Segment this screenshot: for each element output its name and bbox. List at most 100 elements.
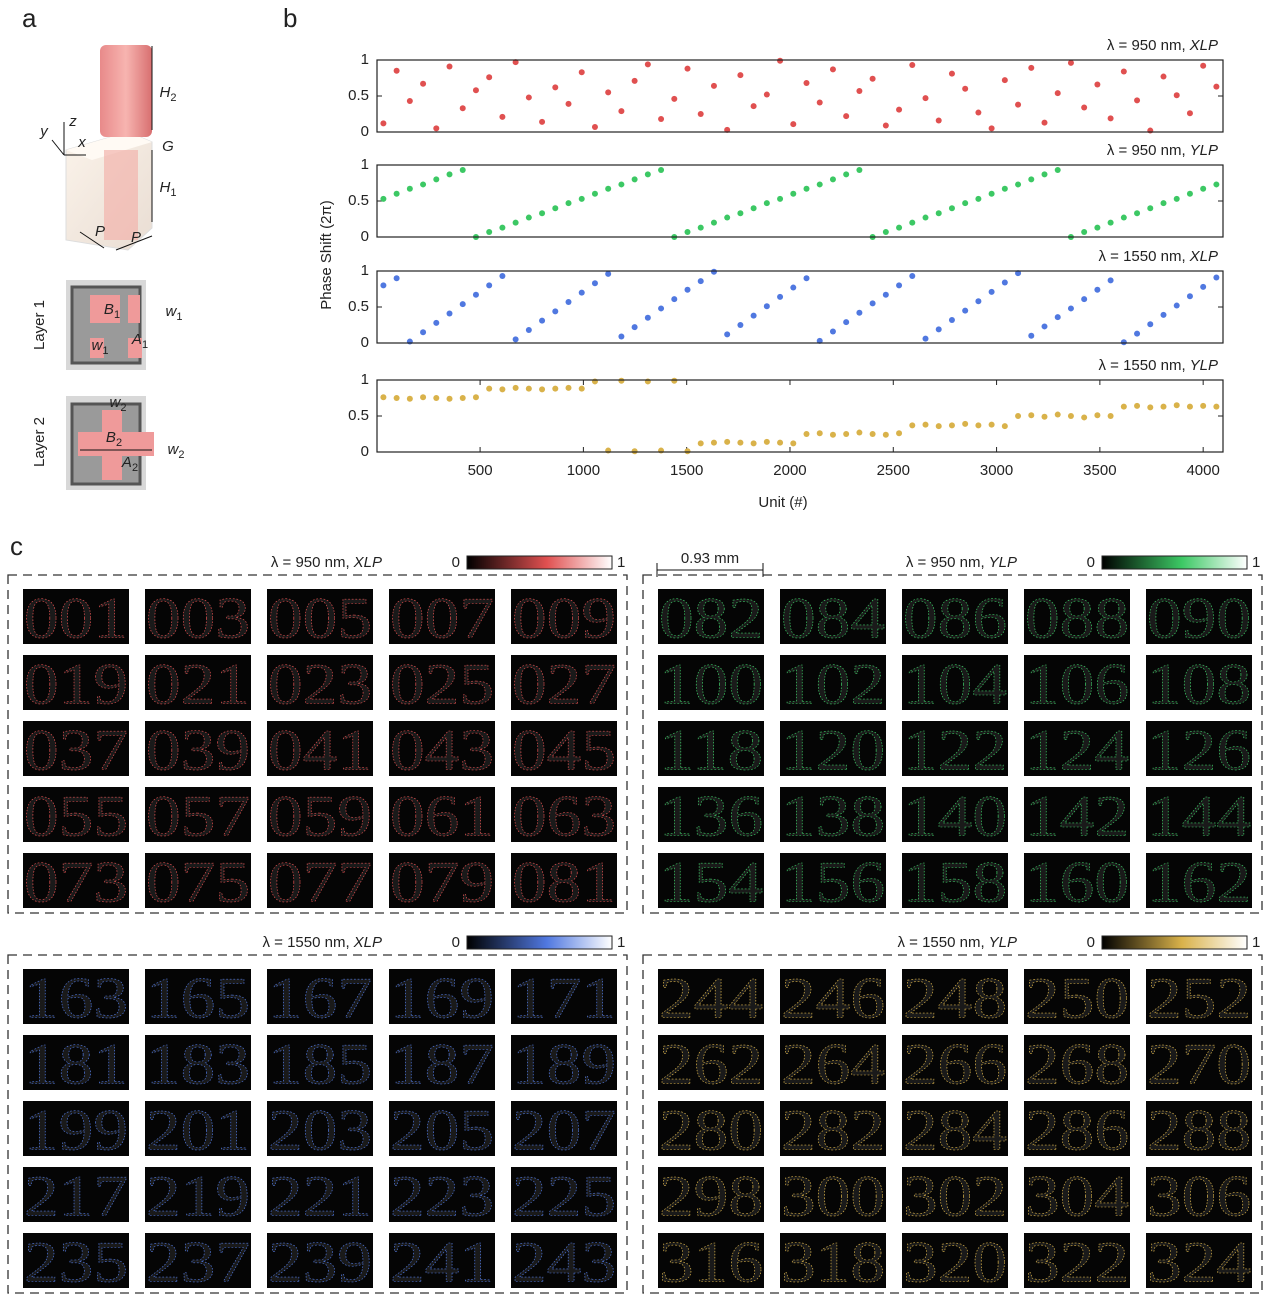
data-point bbox=[711, 440, 717, 446]
tile-number: 037 bbox=[24, 718, 128, 783]
colorbar bbox=[467, 936, 612, 949]
data-point bbox=[1174, 196, 1180, 202]
tile-number: 167 bbox=[268, 966, 372, 1031]
data-point bbox=[685, 229, 691, 235]
data-point bbox=[447, 171, 453, 177]
data-point bbox=[1028, 65, 1034, 71]
data-point bbox=[605, 271, 611, 277]
data-point bbox=[685, 66, 691, 72]
data-point bbox=[1147, 205, 1153, 211]
tile-number: 090 bbox=[1147, 586, 1251, 651]
data-point bbox=[645, 61, 651, 67]
data-point bbox=[1161, 312, 1167, 318]
data-point bbox=[499, 273, 505, 279]
data-point bbox=[1068, 60, 1074, 66]
data-point bbox=[909, 220, 915, 226]
data-point bbox=[1121, 69, 1127, 75]
data-point bbox=[737, 322, 743, 328]
data-point bbox=[1174, 402, 1180, 408]
data-point bbox=[870, 300, 876, 306]
tile-number: 138 bbox=[781, 784, 885, 849]
data-point bbox=[896, 282, 902, 288]
data-point bbox=[923, 95, 929, 101]
data-point bbox=[632, 324, 638, 330]
data-point bbox=[830, 432, 836, 438]
subplot-title: λ = 1550 nm,YLP bbox=[1099, 357, 1219, 374]
data-point bbox=[1200, 186, 1206, 192]
data-point bbox=[1134, 403, 1140, 409]
data-point bbox=[618, 334, 624, 340]
layer-shape bbox=[128, 295, 140, 323]
tile-number: 302 bbox=[903, 1164, 1007, 1229]
label-sub: 2 bbox=[116, 437, 122, 449]
data-point bbox=[447, 63, 453, 69]
data-point bbox=[1068, 413, 1074, 419]
data-point bbox=[566, 385, 572, 391]
title-polarization: YLP bbox=[1190, 142, 1218, 159]
label-main: P bbox=[95, 223, 105, 240]
tile-number: 306 bbox=[1147, 1164, 1251, 1229]
tile-number: 118 bbox=[659, 718, 763, 783]
tile-number: 241 bbox=[390, 1230, 494, 1295]
data-point bbox=[962, 200, 968, 206]
y-tick-label: 1 bbox=[361, 262, 369, 279]
tile-number: 007 bbox=[390, 586, 494, 651]
data-point bbox=[539, 119, 545, 125]
label-main: x bbox=[77, 134, 86, 151]
data-point bbox=[645, 171, 651, 177]
data-point bbox=[566, 200, 572, 206]
data-point bbox=[698, 440, 704, 446]
data-point bbox=[447, 396, 453, 402]
label-main: A bbox=[131, 331, 142, 348]
data-point bbox=[777, 58, 783, 64]
dimension-label: w2 bbox=[168, 441, 185, 461]
layer-title: Layer 1 bbox=[31, 300, 48, 350]
label-main: B bbox=[106, 429, 116, 446]
tile-number: 187 bbox=[390, 1032, 494, 1097]
page: {"figure": { "panel_a": {"label": "a", "… bbox=[0, 0, 1272, 1295]
tile-number: 061 bbox=[390, 784, 494, 849]
data-point bbox=[1002, 186, 1008, 192]
data-point bbox=[526, 386, 532, 392]
data-point bbox=[539, 210, 545, 216]
data-point bbox=[658, 116, 664, 122]
data-point bbox=[830, 176, 836, 182]
data-point bbox=[486, 386, 492, 392]
data-point bbox=[711, 269, 717, 275]
data-point bbox=[1028, 412, 1034, 418]
tile-number: 304 bbox=[1025, 1164, 1129, 1229]
y-tick-label: 1 bbox=[361, 51, 369, 68]
tile-number: 077 bbox=[268, 850, 372, 915]
tile-number: 243 bbox=[512, 1230, 616, 1295]
data-point bbox=[1081, 296, 1087, 302]
data-point bbox=[579, 290, 585, 296]
subplot-title: λ = 1550 nm,YLP bbox=[898, 934, 1018, 951]
data-point bbox=[526, 94, 532, 100]
dimension-label: x bbox=[77, 134, 86, 151]
x-tick-label: 4000 bbox=[1186, 462, 1219, 479]
tile-number: 003 bbox=[146, 586, 250, 651]
data-point bbox=[896, 107, 902, 113]
data-point bbox=[724, 215, 730, 221]
tile-number: 250 bbox=[1025, 966, 1129, 1031]
tile-number: 171 bbox=[512, 966, 616, 1031]
data-point bbox=[698, 278, 704, 284]
tile-number: 120 bbox=[781, 718, 885, 783]
data-point bbox=[1134, 97, 1140, 103]
title-wavelength: λ = 1550 nm, bbox=[1099, 248, 1186, 265]
data-point bbox=[1121, 404, 1127, 410]
panel-label: c bbox=[10, 531, 23, 561]
tile-number: 088 bbox=[1025, 586, 1129, 651]
data-point bbox=[1055, 314, 1061, 320]
data-point bbox=[909, 273, 915, 279]
colorbar-max: 1 bbox=[1252, 934, 1260, 951]
data-point bbox=[737, 210, 743, 216]
tile-number: 324 bbox=[1147, 1230, 1251, 1295]
data-point bbox=[1028, 176, 1034, 182]
data-point bbox=[1213, 181, 1219, 187]
tile-number: 041 bbox=[268, 718, 372, 783]
x-tick-label: 1000 bbox=[567, 462, 600, 479]
data-point bbox=[751, 313, 757, 319]
data-point bbox=[764, 200, 770, 206]
data-point bbox=[764, 303, 770, 309]
